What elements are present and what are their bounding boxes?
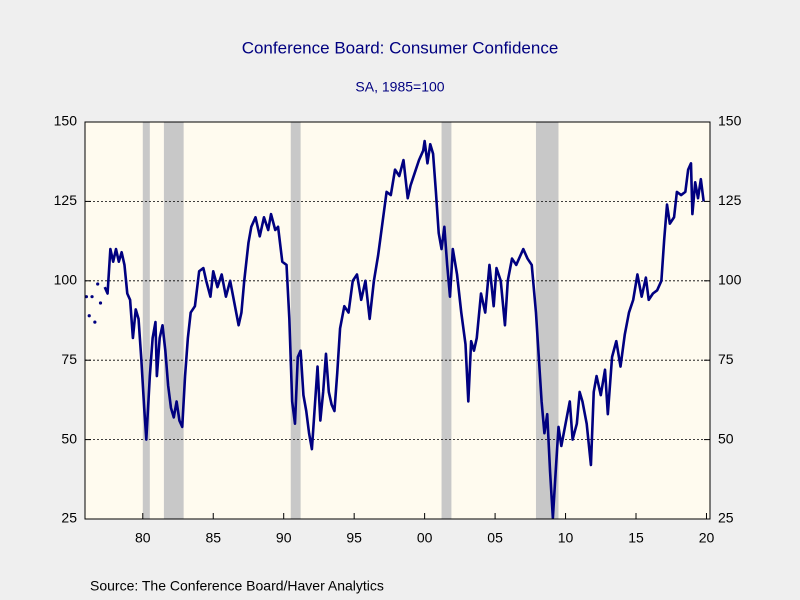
x-tick-label: 80: [135, 530, 151, 546]
y-tick-label: 75: [61, 351, 77, 367]
line-point: [93, 320, 97, 324]
line-point: [90, 295, 94, 299]
x-tick-label: 85: [205, 530, 221, 546]
x-tick-label: 00: [417, 530, 433, 546]
y2-tick-label: 150: [718, 113, 742, 129]
line-point: [84, 295, 89, 299]
source-note: Source: The Conference Board/Haver Analy…: [90, 578, 384, 594]
x-tick-label: 10: [558, 530, 574, 546]
line-point: [98, 301, 103, 305]
y-tick-label: 25: [61, 510, 77, 526]
plot-layer: [84, 122, 710, 520]
recession-band: [535, 122, 559, 519]
y2-tick-label: 25: [718, 510, 734, 526]
y-tick-label: 100: [54, 272, 78, 288]
line-point: [87, 314, 91, 318]
recession-band: [163, 122, 184, 519]
y2-tick-label: 100: [718, 272, 742, 288]
line-point: [96, 282, 100, 286]
x-tick-label: 20: [699, 530, 715, 546]
x-tick-label: 15: [628, 530, 644, 546]
y2-tick-label: 75: [718, 351, 734, 367]
y2-tick-label: 125: [718, 192, 742, 208]
recession-band: [142, 122, 150, 519]
x-tick-label: 95: [346, 530, 362, 546]
plot-frame: [84, 121, 711, 520]
y-tick-label: 125: [54, 192, 78, 208]
x-tick-label: 05: [487, 530, 503, 546]
y-tick-label: 50: [61, 430, 77, 446]
recession-band: [441, 122, 452, 519]
line-series: [103, 139, 705, 520]
x-tick-label: 90: [276, 530, 292, 546]
recession-band: [290, 122, 301, 519]
chart-title: Conference Board: Consumer Confidence: [242, 38, 559, 57]
y-tick-label: 150: [54, 113, 78, 129]
chart-subtitle: SA, 1985=100: [355, 79, 444, 95]
y2-tick-label: 50: [718, 430, 734, 446]
